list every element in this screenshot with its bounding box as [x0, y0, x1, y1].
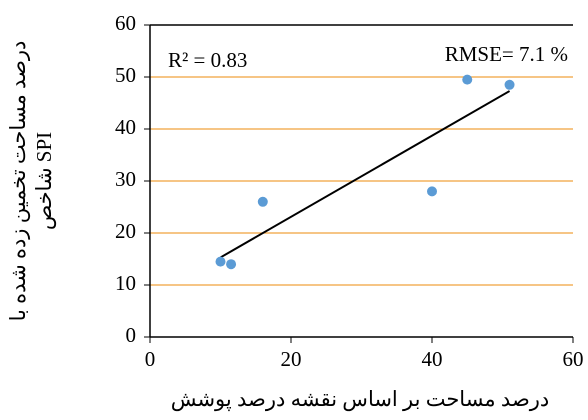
x-tick-label: 40 — [422, 347, 443, 371]
y-tick-label: 10 — [115, 271, 136, 295]
r2-annotation: R² = 0.83 — [168, 48, 247, 72]
point — [504, 79, 515, 90]
point — [462, 74, 473, 85]
point — [427, 186, 437, 197]
trendline — [220, 90, 511, 259]
y-tick-label: 40 — [115, 115, 136, 139]
x-axis-title: درصد مساحت بر اساس نقشه درصد پوشش — [171, 387, 550, 412]
x-tick-label: 20 — [281, 347, 302, 371]
x-tick-label: 60 — [563, 347, 584, 371]
y-axis-title: شاخص SPI — [32, 132, 57, 230]
y-axis-title: درصد مساحت تخمین زده شده با — [6, 41, 31, 322]
y-tick-label: 0 — [126, 323, 137, 347]
x-tick-label: 0 — [145, 347, 156, 371]
point — [215, 256, 226, 267]
y-tick-label: 20 — [115, 219, 136, 243]
point — [226, 259, 237, 270]
point — [257, 196, 268, 207]
y-tick-label: 50 — [115, 63, 136, 87]
y-tick-label: 60 — [115, 11, 136, 35]
rmse-annotation: RMSE= 7.1 % — [445, 42, 568, 66]
y-tick-label: 30 — [115, 167, 136, 191]
